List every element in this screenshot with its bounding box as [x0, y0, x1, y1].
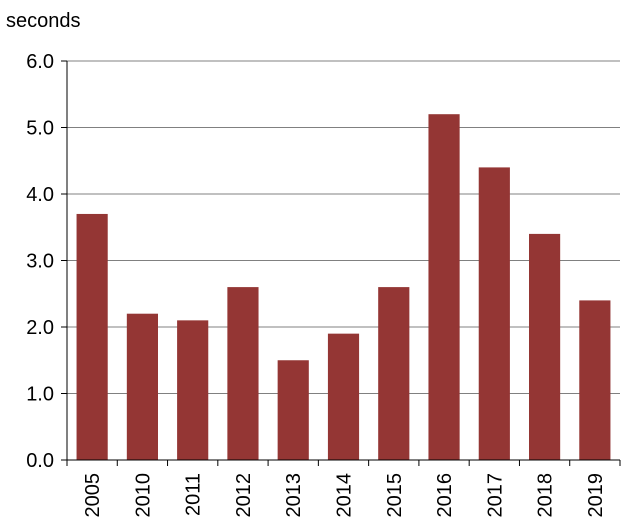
gridlines: [67, 60, 620, 394]
x-tick-label: 2005: [82, 473, 104, 518]
bar-2011: [177, 320, 209, 460]
bar-2017: [478, 167, 510, 460]
x-tick-label: 2016: [434, 473, 456, 518]
bar-2012: [227, 287, 259, 460]
x-tick-label: 2019: [585, 473, 607, 518]
y-tick-label: 5.0: [26, 118, 54, 140]
x-tick-label: 2013: [283, 473, 305, 518]
x-tick-label: 2018: [535, 473, 557, 518]
x-tick-label: 2015: [384, 473, 406, 518]
x-tick-label: 2017: [484, 473, 506, 518]
y-tick-label: 4.0: [26, 184, 54, 206]
bar-2019: [579, 300, 611, 460]
bars: [76, 114, 611, 460]
bar-2010: [126, 313, 158, 460]
bar-2005: [76, 213, 108, 460]
x-tick-label: 2012: [233, 473, 255, 518]
y-tick-label: 0.0: [26, 450, 54, 472]
bar-2018: [529, 233, 561, 460]
bar-2014: [327, 333, 360, 460]
y-tick-label: 6.0: [26, 51, 54, 73]
bar-2015: [378, 287, 410, 460]
y-tick-label: 1.0: [26, 384, 54, 406]
axes: 0.0 1.0 2.0 3.0 4.0 5.0 6.0 2005 2010 2011 2012 201…: [26, 51, 621, 518]
x-tick-label: 2011: [183, 473, 205, 516]
y-tick-label: 2.0: [26, 317, 54, 339]
bar-2013: [277, 360, 309, 460]
x-tick-label: 2010: [132, 473, 154, 518]
x-tick-label: 2014: [334, 473, 356, 518]
bar-2016: [428, 114, 460, 460]
y-tick-label: 3.0: [26, 251, 54, 273]
y-axis-unit-label: seconds: [6, 10, 81, 32]
